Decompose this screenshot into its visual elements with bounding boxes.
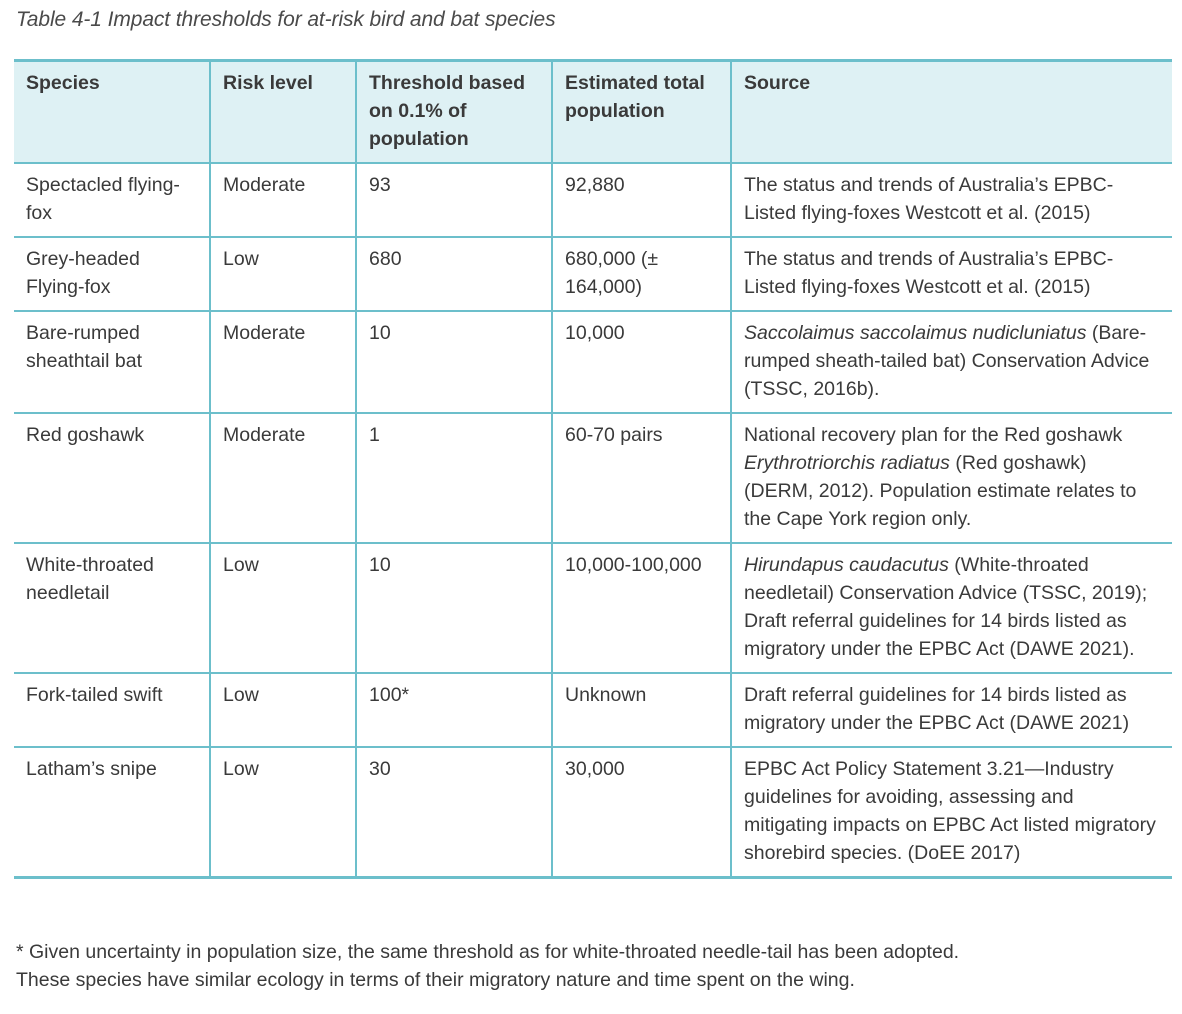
risk-level-cell: Low: [209, 237, 356, 312]
source-cell: The status and trends of Australia’s EPB…: [730, 237, 1172, 312]
source-scientific-name: Hirundapus caudacutus: [744, 554, 949, 576]
source-text: (Red goshawk) (DERM, 2012). Population e…: [744, 452, 1137, 530]
threshold-cell: 93: [355, 163, 552, 238]
source-text: Draft referral guidelines for 14 birds l…: [744, 684, 1130, 734]
column-header-species: Species: [14, 59, 210, 164]
species-cell: White-throated needletail: [14, 543, 210, 674]
population-cell: 92,880: [551, 163, 731, 238]
risk-level-cell: Low: [209, 543, 356, 674]
table-row: Spectacled flying-fox Moderate 93 92,880…: [14, 163, 1172, 238]
table-header-row: Species Risk level Threshold based on 0.…: [14, 59, 1172, 164]
table-row: Red goshawk Moderate 1 60-70 pairs Natio…: [14, 413, 1172, 544]
table-row: Latham’s snipe Low 30 30,000 EPBC Act Po…: [14, 747, 1172, 879]
risk-level-cell: Low: [209, 673, 356, 748]
source-text: The status and trends of Australia’s EPB…: [744, 174, 1114, 224]
threshold-cell: 680: [355, 237, 552, 312]
source-cell: Draft referral guidelines for 14 birds l…: [730, 673, 1172, 748]
source-text: (Bare-rumped sheath-tailed bat) Conserva…: [744, 322, 1150, 400]
source-text: (White-throated needletail) Conservation…: [744, 554, 1148, 660]
risk-level-cell: Moderate: [209, 163, 356, 238]
species-cell: Spectacled flying-fox: [14, 163, 210, 238]
species-cell: Red goshawk: [14, 413, 210, 544]
source-cell: National recovery plan for the Red gosha…: [730, 413, 1172, 544]
column-header-population: Estimated total population: [551, 59, 731, 164]
population-cell: Unknown: [551, 673, 731, 748]
risk-level-cell: Moderate: [209, 311, 356, 414]
population-cell: 10,000-100,000: [551, 543, 731, 674]
column-header-source: Source: [730, 59, 1172, 164]
species-cell: Bare-rumped sheathtail bat: [14, 311, 210, 414]
population-cell: 30,000: [551, 747, 731, 879]
source-cell: Saccolaimus saccolaimus nudicluniatus (B…: [730, 311, 1172, 414]
threshold-cell: 1: [355, 413, 552, 544]
risk-level-cell: Moderate: [209, 413, 356, 544]
population-cell: 60-70 pairs: [551, 413, 731, 544]
impact-thresholds-table: Species Risk level Threshold based on 0.…: [14, 59, 1172, 879]
table-row: Fork-tailed swift Low 100* Unknown Draft…: [14, 673, 1172, 748]
table-row: Bare-rumped sheathtail bat Moderate 10 1…: [14, 311, 1172, 414]
footnote-line-1: * Given uncertainty in population size, …: [16, 941, 960, 963]
source-text-prefix: National recovery plan for the Red gosha…: [744, 424, 1123, 446]
source-scientific-name: Erythrotriorchis radiatus: [744, 452, 950, 474]
threshold-cell: 30: [355, 747, 552, 879]
footnote-line-2: These species have similar ecology in te…: [16, 969, 855, 991]
table-row: White-throated needletail Low 10 10,000-…: [14, 543, 1172, 674]
risk-level-cell: Low: [209, 747, 356, 879]
threshold-cell: 10: [355, 543, 552, 674]
source-cell: The status and trends of Australia’s EPB…: [730, 163, 1172, 238]
threshold-cell: 100*: [355, 673, 552, 748]
threshold-cell: 10: [355, 311, 552, 414]
species-cell: Latham’s snipe: [14, 747, 210, 879]
source-text: The status and trends of Australia’s EPB…: [744, 248, 1114, 298]
column-header-threshold: Threshold based on 0.1% of population: [355, 59, 552, 164]
species-cell: Grey-headed Flying-fox: [14, 237, 210, 312]
population-cell: 10,000: [551, 311, 731, 414]
table-caption: Table 4-1 Impact thresholds for at-risk …: [16, 8, 556, 31]
source-text: EPBC Act Policy Statement 3.21—Industry …: [744, 758, 1156, 864]
table-row: Grey-headed Flying-fox Low 680 680,000 (…: [14, 237, 1172, 312]
species-cell: Fork-tailed swift: [14, 673, 210, 748]
source-cell: EPBC Act Policy Statement 3.21—Industry …: [730, 747, 1172, 879]
source-scientific-name: Saccolaimus saccolaimus nudicluniatus: [744, 322, 1087, 344]
table-footnote: * Given uncertainty in population size, …: [16, 938, 1166, 994]
column-header-risk-level: Risk level: [209, 59, 356, 164]
source-cell: Hirundapus caudacutus (White-throated ne…: [730, 543, 1172, 674]
population-cell: 680,000 (± 164,000): [551, 237, 731, 312]
